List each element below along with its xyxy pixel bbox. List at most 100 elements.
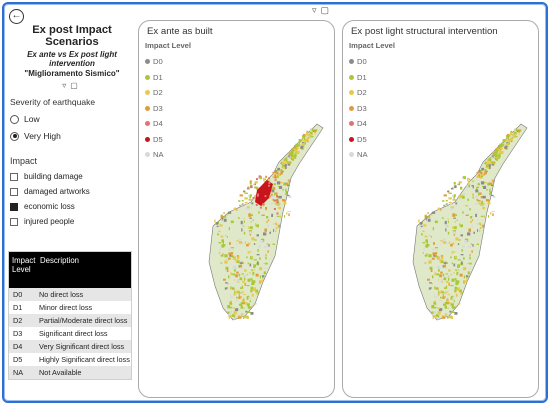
legend-item-d2[interactable]: D2 bbox=[349, 85, 368, 101]
building-mark bbox=[275, 192, 278, 195]
building-mark bbox=[291, 157, 293, 159]
legend-item-d2[interactable]: D2 bbox=[145, 85, 164, 101]
building-mark bbox=[484, 171, 487, 175]
building-mark bbox=[223, 278, 226, 281]
legend-item-d3[interactable]: D3 bbox=[145, 101, 164, 117]
venice-damage-map[interactable] bbox=[403, 116, 533, 326]
legend-item-d0[interactable]: D0 bbox=[349, 54, 368, 70]
checkbox[interactable] bbox=[10, 217, 18, 226]
building-mark bbox=[219, 248, 221, 252]
impact-option-injured-people[interactable]: injured people bbox=[10, 217, 134, 226]
table-row[interactable]: D1 Minor direct loss bbox=[9, 301, 131, 314]
table-row[interactable]: NA Not Available bbox=[9, 366, 131, 379]
column-header-impact-level[interactable]: Impact Level bbox=[12, 256, 36, 274]
column-header-description[interactable]: Description bbox=[40, 256, 79, 265]
table-row[interactable]: D4 Very Significant direct loss bbox=[9, 340, 131, 353]
radio-low[interactable] bbox=[10, 114, 19, 124]
radio-very-high[interactable] bbox=[10, 131, 19, 141]
severity-option-low[interactable]: Low bbox=[10, 114, 134, 124]
building-mark bbox=[468, 178, 471, 181]
building-mark bbox=[489, 157, 492, 159]
severity-option-very-high[interactable]: Very High bbox=[10, 131, 134, 141]
building-mark bbox=[457, 243, 460, 245]
building-mark bbox=[423, 224, 427, 227]
building-mark bbox=[266, 216, 269, 219]
building-mark bbox=[459, 223, 461, 227]
legend-item-d3[interactable]: D3 bbox=[349, 101, 368, 117]
building-mark bbox=[439, 274, 442, 278]
legend-item-d4[interactable]: D4 bbox=[349, 116, 368, 132]
legend-label: D0 bbox=[153, 57, 163, 67]
building-mark bbox=[240, 220, 243, 225]
expand-icon[interactable]: ▢ bbox=[70, 81, 82, 90]
building-mark bbox=[427, 218, 431, 222]
table-row[interactable]: D3 Significant direct loss bbox=[9, 327, 131, 340]
building-mark bbox=[226, 214, 229, 216]
building-mark bbox=[443, 287, 446, 289]
impact-option-economic-loss[interactable]: economic loss bbox=[10, 202, 134, 211]
legend-item-d5[interactable]: D5 bbox=[349, 132, 368, 148]
building-mark bbox=[240, 292, 244, 295]
cell-description: Highly Significant direct loss bbox=[39, 355, 130, 364]
building-mark bbox=[239, 303, 243, 306]
legend-label: D5 bbox=[357, 134, 367, 144]
building-mark bbox=[241, 301, 246, 305]
building-mark bbox=[431, 283, 433, 285]
table-row[interactable]: D5 Highly Significant direct loss bbox=[9, 353, 131, 366]
checkbox[interactable] bbox=[10, 202, 18, 211]
checkbox[interactable] bbox=[10, 187, 18, 196]
building-mark bbox=[427, 244, 430, 247]
impact-option-building-damage[interactable]: building damage bbox=[10, 172, 134, 181]
building-mark bbox=[256, 291, 258, 295]
legend-item-d0[interactable]: D0 bbox=[145, 54, 164, 70]
checkbox[interactable] bbox=[10, 172, 18, 181]
table-row[interactable]: D2 Partial/Moderate direct loss bbox=[9, 314, 131, 327]
building-mark bbox=[450, 207, 453, 210]
building-mark bbox=[288, 213, 290, 217]
building-mark bbox=[234, 314, 236, 318]
building-mark bbox=[486, 189, 488, 191]
back-arrow-icon[interactable]: ← bbox=[9, 9, 24, 24]
table-row[interactable]: D0 No direct loss bbox=[9, 288, 131, 301]
building-mark bbox=[283, 167, 285, 169]
building-mark bbox=[438, 269, 440, 272]
building-mark bbox=[230, 220, 234, 224]
venice-damage-map[interactable] bbox=[199, 116, 329, 326]
legend-item-na[interactable]: NA bbox=[145, 147, 164, 163]
legend-label: D1 bbox=[357, 72, 367, 82]
building-mark bbox=[250, 221, 252, 223]
legend-item-na[interactable]: NA bbox=[349, 147, 368, 163]
building-mark bbox=[491, 183, 494, 185]
building-mark bbox=[431, 314, 433, 317]
building-mark bbox=[479, 229, 481, 232]
building-mark bbox=[300, 145, 304, 149]
building-mark bbox=[302, 145, 305, 148]
legend-item-d1[interactable]: D1 bbox=[145, 70, 164, 86]
legend-item-d4[interactable]: D4 bbox=[145, 116, 164, 132]
building-mark bbox=[453, 233, 455, 236]
filter-icon[interactable]: ▿ bbox=[312, 5, 321, 15]
building-mark bbox=[450, 187, 454, 190]
building-mark bbox=[256, 234, 259, 237]
building-mark bbox=[445, 300, 449, 303]
building-mark bbox=[254, 239, 257, 241]
building-mark bbox=[420, 225, 423, 228]
building-mark bbox=[225, 259, 228, 262]
legend-item-d5[interactable]: D5 bbox=[145, 132, 164, 148]
building-mark bbox=[235, 274, 238, 278]
map-legend: D0 D1 D2 D3 D4 D5 NA bbox=[145, 54, 164, 163]
building-mark bbox=[479, 169, 481, 174]
severity-option-label: Very High bbox=[24, 131, 61, 141]
impact-option-damaged-artworks[interactable]: damaged artworks bbox=[10, 187, 134, 196]
building-mark bbox=[486, 164, 489, 167]
building-mark bbox=[287, 155, 290, 157]
building-mark bbox=[472, 185, 474, 189]
filter-icon[interactable]: ▿ bbox=[62, 81, 71, 90]
building-mark bbox=[452, 307, 455, 309]
building-mark bbox=[513, 133, 517, 137]
building-mark bbox=[232, 257, 236, 260]
expand-icon[interactable]: ▢ bbox=[320, 5, 334, 15]
legend-item-d1[interactable]: D1 bbox=[349, 70, 368, 86]
building-mark bbox=[451, 316, 453, 319]
building-mark bbox=[441, 315, 445, 317]
